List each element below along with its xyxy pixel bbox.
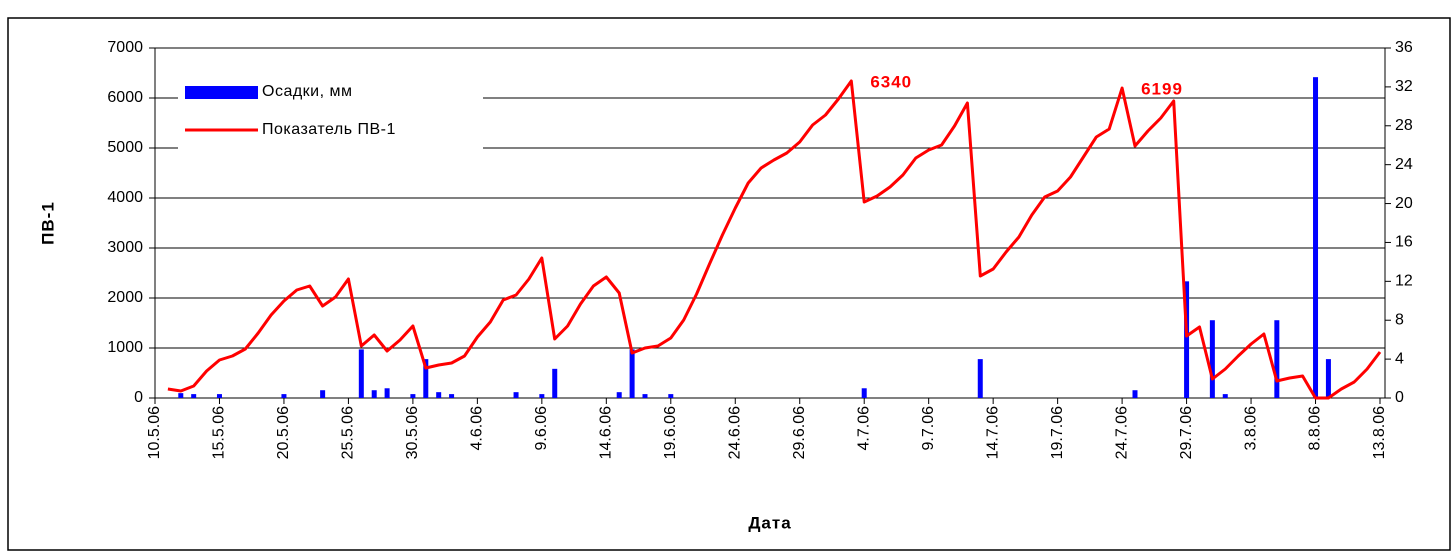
- bar: [668, 394, 674, 398]
- bar: [449, 394, 455, 398]
- x-tick-label: 4.6.06: [469, 406, 486, 451]
- y-tick-label: 1000: [107, 339, 143, 356]
- bar: [178, 393, 184, 398]
- x-tick-label: 20.5.06: [275, 406, 292, 459]
- bar: [320, 390, 326, 398]
- x-tick-label: 8.8.06: [1307, 406, 1324, 451]
- legend-label: Осадки, мм: [262, 83, 353, 100]
- x-tick-label: 9.6.06: [533, 406, 550, 451]
- bar: [977, 359, 983, 398]
- line: [167, 79, 1382, 400]
- y2-tick-label: 20: [1395, 195, 1413, 212]
- x-tick-label: 24.6.06: [726, 406, 743, 459]
- bar: [1313, 77, 1319, 399]
- bar: [1209, 320, 1215, 398]
- data-label: 6199: [1141, 80, 1183, 99]
- x-tick-label: 19.6.06: [662, 406, 679, 459]
- bar: [1184, 281, 1190, 398]
- x-tick-label: 19.7.06: [1049, 406, 1066, 459]
- bar: [1132, 390, 1138, 398]
- bar: [423, 359, 429, 398]
- y-tick-label: 6000: [107, 89, 143, 106]
- x-tick-label: 10.5.06: [146, 406, 163, 459]
- bar: [216, 394, 222, 398]
- bar: [1222, 394, 1228, 398]
- x-tick-label: 14.7.06: [984, 406, 1001, 459]
- y-tick-label: 0: [134, 389, 143, 406]
- x-tick-label: 15.5.06: [211, 406, 228, 459]
- x-tick-label: 9.7.06: [920, 406, 937, 451]
- x-tick-label: 3.8.06: [1242, 406, 1259, 451]
- legend-swatch: [185, 86, 258, 99]
- bar: [436, 392, 442, 398]
- x-axis-title: Дата: [748, 513, 791, 532]
- y2-tick-label: 8: [1395, 311, 1404, 328]
- bar: [191, 394, 197, 398]
- y2-tick-label: 28: [1395, 117, 1413, 134]
- bar: [410, 394, 416, 398]
- bar: [1325, 359, 1331, 398]
- bar: [539, 394, 545, 398]
- bar: [1274, 320, 1280, 398]
- legend-label: Показатель ПВ-1: [262, 121, 396, 138]
- y2-tick-label: 36: [1395, 39, 1413, 56]
- y2-tick-label: 12: [1395, 273, 1413, 290]
- x-tick-label: 13.8.06: [1371, 406, 1388, 459]
- bar: [616, 392, 622, 398]
- y2-tick-label: 24: [1395, 156, 1413, 173]
- data-label: 6340: [870, 72, 912, 91]
- y2-tick-label: 32: [1395, 78, 1413, 95]
- bar: [281, 394, 287, 398]
- bar: [371, 390, 377, 398]
- x-tick-label: 14.6.06: [598, 406, 615, 459]
- x-tick-label: 29.7.06: [1178, 406, 1195, 459]
- y-tick-label: 7000: [107, 39, 143, 56]
- bar: [642, 394, 648, 398]
- x-tick-label: 24.7.06: [1113, 406, 1130, 459]
- y-tick-label: 2000: [107, 289, 143, 306]
- y-tick-label: 3000: [107, 239, 143, 256]
- x-tick-label: 30.5.06: [404, 406, 421, 459]
- y2-tick-label: 16: [1395, 234, 1413, 251]
- y2-tick-label: 0: [1395, 389, 1404, 406]
- x-tick-label: 25.5.06: [340, 406, 357, 459]
- x-tick-label: 29.6.06: [791, 406, 808, 459]
- y-axis-title: ПВ-1: [38, 201, 57, 245]
- bar: [629, 349, 635, 398]
- legend-box: [178, 72, 483, 150]
- y2-tick-label: 4: [1395, 350, 1404, 367]
- bar: [513, 392, 519, 398]
- bar: [384, 388, 390, 398]
- bar: [358, 349, 364, 398]
- y-tick-label: 5000: [107, 139, 143, 156]
- x-tick-label: 4.7.06: [855, 406, 872, 451]
- bar: [552, 368, 558, 398]
- bar: [861, 388, 867, 398]
- y-tick-label: 4000: [107, 189, 143, 206]
